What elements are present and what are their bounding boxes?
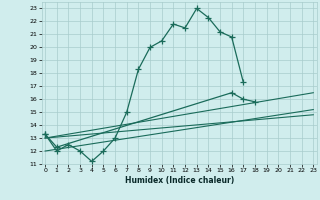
X-axis label: Humidex (Indice chaleur): Humidex (Indice chaleur) (124, 176, 234, 185)
